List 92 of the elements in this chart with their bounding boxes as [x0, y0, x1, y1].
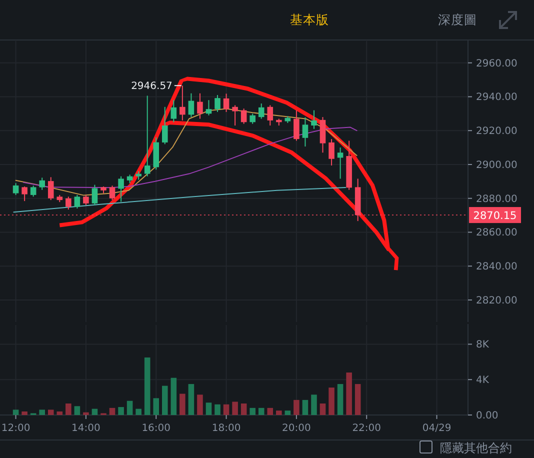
bar [284, 410, 291, 415]
bar [56, 411, 63, 415]
candlestick [74, 194, 80, 210]
bar [250, 408, 256, 415]
candlestick [109, 185, 116, 201]
bar [12, 410, 19, 415]
x-tick-label: 14:00 [72, 423, 100, 434]
y-tick-label: 2920.00 [476, 126, 518, 138]
bar [258, 408, 264, 415]
candlestick [302, 116, 308, 148]
candlestick [337, 147, 344, 180]
candlestick [311, 110, 317, 130]
candlestick [12, 182, 19, 196]
candlestick [258, 103, 264, 120]
y-tick-label: 2960.00 [476, 58, 518, 70]
ref-line-label: 2870.15 [473, 210, 517, 222]
candlestick [250, 113, 256, 124]
candlestick [144, 95, 150, 177]
bar [240, 403, 247, 415]
candlestick [162, 106, 168, 145]
candlestick [197, 92, 203, 120]
y-tick-label: 2860.00 [476, 228, 518, 239]
x-tick-label: 12:00 [1, 423, 30, 434]
bar [328, 388, 334, 415]
bar [206, 402, 212, 415]
text: 隱藏其他合約 [440, 441, 512, 455]
bar [144, 357, 150, 415]
candlestick [39, 177, 45, 190]
candlestick [240, 108, 247, 124]
bar [311, 394, 317, 415]
candlestick [328, 138, 334, 166]
candlestick [206, 100, 212, 116]
text: 深度圖 [438, 12, 477, 27]
candlestick [118, 176, 124, 202]
y-tick-label: 2880.00 [476, 194, 518, 205]
bar [294, 400, 300, 415]
candlestick [30, 185, 36, 198]
bar [109, 408, 116, 415]
text: 基本版 [290, 12, 329, 27]
bar [223, 404, 230, 415]
y-tick-label: 2900.00 [476, 160, 518, 171]
bar [118, 407, 124, 415]
candlestick [188, 92, 194, 118]
candlestick [66, 196, 72, 210]
y-tick-label: 2820.00 [476, 295, 518, 306]
candlestick [232, 104, 238, 126]
bar [188, 384, 194, 415]
x-tick-label: 20:00 [282, 423, 311, 434]
bar [83, 412, 89, 415]
bar [170, 378, 177, 415]
y-tick-label: 8K [476, 340, 490, 351]
bar [232, 402, 238, 415]
candlestick [223, 93, 230, 112]
candlestick [267, 104, 274, 126]
candlestick [92, 184, 98, 206]
candlestick [214, 94, 220, 112]
bar [74, 406, 80, 415]
y-tick-label: 2840.00 [476, 262, 518, 273]
bar [153, 398, 160, 415]
candlestick [48, 176, 54, 201]
x-tick-label: 04/29 [422, 423, 452, 434]
bar [136, 408, 142, 415]
candlestick [22, 186, 28, 202]
candlestick [294, 110, 300, 142]
bar [267, 408, 274, 415]
annotation: 2946.57 [131, 81, 172, 92]
bar [92, 408, 98, 415]
bar [276, 410, 282, 415]
candlestick [83, 194, 89, 206]
bar [320, 403, 326, 415]
x-tick-label: 22:00 [352, 423, 382, 434]
y-tick-label: 0.00 [476, 410, 498, 422]
bar [39, 410, 45, 415]
x-tick-label: 18:00 [212, 423, 241, 434]
bar [337, 384, 344, 415]
bar [180, 394, 186, 415]
bar [126, 400, 133, 415]
bar [346, 372, 352, 415]
bar [302, 400, 308, 415]
bar [162, 386, 168, 415]
bar [22, 411, 28, 415]
y-tick-label: 2940.00 [476, 92, 518, 104]
bar [48, 410, 54, 415]
candlestick [170, 100, 177, 123]
bar [197, 394, 203, 415]
bar [66, 403, 72, 415]
candlestick [180, 85, 186, 121]
bar [354, 384, 361, 415]
x-tick-label: 16:00 [142, 423, 171, 434]
candlestick [320, 116, 326, 154]
bar [214, 404, 220, 415]
y-tick-label: 4K [476, 375, 490, 386]
